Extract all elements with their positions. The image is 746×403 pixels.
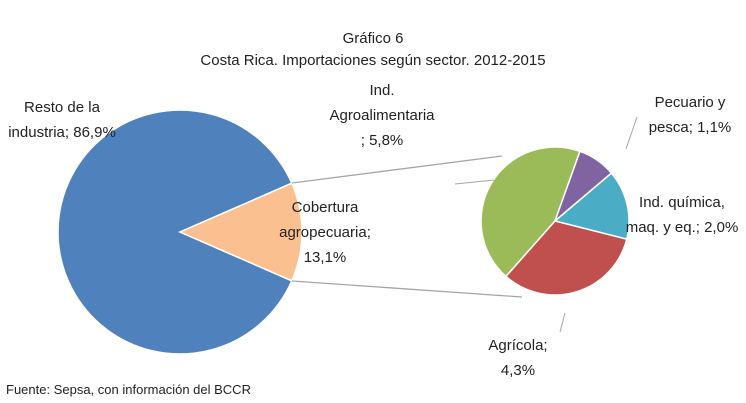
label-separator: ; — [688, 119, 693, 136]
data-label: Agrícola; 4,3% — [476, 333, 560, 383]
label-value: 2,0% — [704, 219, 739, 236]
chart-subtitle: Costa Rica. Importaciones según sector. … — [200, 52, 546, 69]
pie-slice — [553, 172, 630, 241]
data-label: Ind. química, maq. y eq.; 2,0% — [623, 190, 741, 240]
label-separator: ; — [543, 337, 548, 354]
label-value: 1,1% — [697, 119, 732, 136]
leader-line — [559, 312, 566, 333]
leader-line — [625, 116, 638, 150]
label-name: Cobertura agropecuaria — [279, 199, 367, 241]
label-name: Pecuario y pesca — [648, 94, 726, 136]
chart-title: Gráfico 6 — [342, 30, 404, 47]
data-label: Cobertura agropecuaria; 13,1% — [265, 195, 385, 270]
label-name: Ind. Agroalimentaria — [329, 82, 435, 124]
label-value: 5,8% — [369, 132, 404, 149]
connector — [291, 280, 523, 298]
pie-slice — [178, 182, 303, 282]
pie-slice — [504, 220, 628, 296]
label-separator: ; — [64, 124, 70, 141]
label-separator: ; — [695, 219, 700, 236]
data-label: Pecuario y pesca; 1,1% — [634, 90, 746, 140]
label-value: 86,9% — [73, 124, 116, 141]
data-label: Ind. Agroalimentaria; 5,8% — [328, 78, 436, 153]
pie-slice — [480, 146, 581, 278]
label-name: Ind. química, maq. y eq. — [625, 194, 725, 236]
connector — [291, 155, 503, 184]
leader-line — [454, 179, 495, 185]
source-note: Fuente: Sepsa, con información del BCCR — [6, 382, 251, 397]
label-value: 4,3% — [500, 362, 536, 379]
label-name: Agrícola — [488, 337, 544, 354]
label-value: 13,1% — [303, 249, 347, 266]
data-label: Resto de la industria; 86,9% — [6, 95, 118, 145]
label-name: Resto de la industria — [8, 99, 100, 141]
label-separator: ; — [366, 224, 371, 241]
pie-slice — [57, 109, 293, 355]
label-separator: ; — [360, 132, 365, 149]
